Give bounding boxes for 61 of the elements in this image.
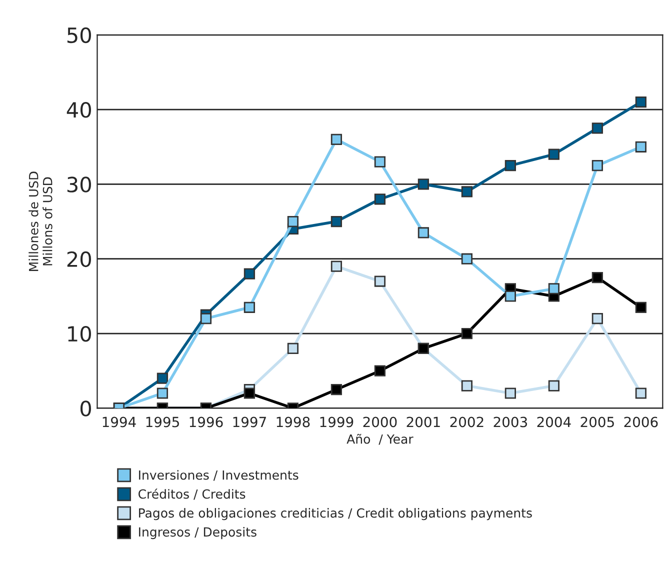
x-tick-label: 1998: [276, 416, 310, 428]
point: [461, 186, 472, 198]
x-tick-label: 2001: [406, 416, 440, 428]
point: [156, 372, 168, 384]
point: [461, 328, 472, 340]
point: [548, 148, 560, 160]
y-tick-label: 50: [67, 27, 91, 44]
point: [418, 178, 430, 190]
point: [330, 384, 342, 396]
y-tick-label: 10: [68, 326, 91, 342]
point: [374, 156, 386, 168]
x-tick-label: 2000: [363, 416, 397, 428]
point: [287, 342, 299, 354]
point: [635, 141, 646, 152]
point: [504, 290, 516, 302]
point: [374, 276, 386, 287]
legend-label: Ingresos / Deposits: [139, 527, 256, 540]
point: [635, 388, 646, 399]
x-tick-label: 1996: [190, 416, 223, 428]
x-tick-label: 2002: [450, 416, 484, 428]
legend-label: Inversiones / Investments: [139, 470, 298, 481]
point: [244, 388, 256, 399]
point: [461, 253, 472, 264]
point: [244, 302, 256, 313]
point: [374, 365, 386, 376]
x-tick-label: 1999: [320, 416, 354, 428]
point: [592, 160, 603, 172]
point: [330, 134, 342, 145]
x-axis-title: Año / Year: [346, 434, 414, 445]
point: [287, 216, 299, 228]
x-tick-label: 1997: [233, 416, 266, 428]
legend-label: Pagos de obligaciones crediticias / Credit obligations payments: [139, 508, 532, 520]
x-tick-label: 1994: [102, 416, 136, 428]
point: [461, 380, 472, 392]
point: [504, 160, 516, 172]
x-tick-label: 2005: [580, 416, 614, 428]
y-tick-label: 20: [67, 251, 91, 268]
x-tick-label: 2006: [624, 416, 658, 428]
point: [330, 260, 342, 272]
point: [635, 96, 646, 108]
point: [418, 227, 430, 238]
point: [548, 380, 560, 392]
y-axis-title: Millones de USD Millons of USD: [28, 172, 52, 271]
x-tick-label: 1995: [146, 416, 179, 428]
legend-label: Créditos / Credits: [138, 488, 246, 500]
x-tick-label: 2004: [537, 416, 571, 428]
y-tick-label: 40: [66, 102, 91, 118]
point: [504, 388, 516, 399]
point: [592, 272, 603, 284]
point: [635, 302, 646, 313]
point: [330, 216, 342, 228]
x-tick-label: 2003: [494, 416, 527, 428]
point: [200, 313, 212, 324]
point: [374, 194, 386, 205]
y-tick-label: 30: [67, 176, 91, 192]
point: [548, 283, 560, 294]
point: [592, 122, 603, 134]
point: [244, 268, 256, 280]
point: [156, 388, 168, 399]
y-tick-label: 0: [80, 400, 91, 416]
point: [592, 313, 603, 324]
